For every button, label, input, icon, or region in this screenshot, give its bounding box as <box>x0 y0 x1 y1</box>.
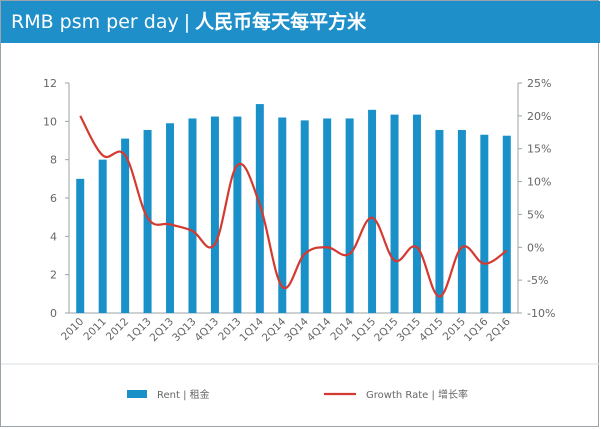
x-tick-label: 3Q15 <box>395 316 424 345</box>
y-right-tick-label: 15% <box>527 143 551 156</box>
x-tick-label: 2011 <box>81 316 108 343</box>
rent-bar <box>368 109 377 313</box>
chart-axes: 0 2 4 6 8 10 12 -10% -5% 0% 5% 10% 15% 20% 25% <box>43 77 555 320</box>
growth-rate-line <box>79 115 508 298</box>
x-tick-label: 1Q13 <box>125 316 154 345</box>
y-left-tick-label: 10 <box>43 115 57 128</box>
y-right-tick-label: 25% <box>527 77 551 90</box>
x-axis-labels: 2010201120121Q132Q133Q134Q1320131Q142Q14… <box>59 315 513 344</box>
rent-bar <box>166 123 175 313</box>
y-left-tick-label: 4 <box>50 230 57 243</box>
x-tick-label: 1Q15 <box>350 316 379 345</box>
x-tick-label: 2Q15 <box>372 316 401 345</box>
x-tick-label: 4Q13 <box>193 316 222 345</box>
rent-bar <box>278 117 287 313</box>
chart-title: RMB psm per day | 人民币每天每平方米 <box>11 10 366 34</box>
rent-bar <box>323 118 332 313</box>
y-right-tick-label: 10% <box>527 176 551 189</box>
x-tick-label: 2010 <box>59 316 86 343</box>
title-chinese: 人民币每天每平方米 <box>195 11 367 33</box>
rent-bar <box>412 114 421 313</box>
y-left-tick-label: 6 <box>50 192 57 205</box>
y-left-tick-label: 12 <box>43 77 57 90</box>
legend-label-rent: Rent | 租金 <box>157 388 210 401</box>
rent-bar <box>255 104 264 313</box>
rent-bar <box>390 114 399 313</box>
x-tick-label: 3Q14 <box>282 315 311 344</box>
y-left-tick-label: 8 <box>50 154 57 167</box>
rent-bar <box>76 178 85 313</box>
x-tick-label: 1Q16 <box>462 315 491 344</box>
y-left-tick-label: 0 <box>50 307 57 320</box>
title-separator: | <box>183 11 191 33</box>
rent-bar <box>480 134 489 313</box>
y-right-tick-label: 20% <box>527 110 551 123</box>
chart-header: RMB psm per day | 人民币每天每平方米 <box>1 1 600 43</box>
rent-bars <box>76 104 511 314</box>
rent-bar <box>210 116 219 314</box>
x-tick-label: 4Q15 <box>417 316 446 345</box>
rent-bar <box>121 138 130 313</box>
legend-swatch-rent <box>127 390 147 398</box>
x-tick-label: 3Q13 <box>170 316 199 345</box>
y-right-tick-label: -10% <box>527 307 555 320</box>
y-right-tick-label: -5% <box>527 274 548 287</box>
rent-bar <box>188 118 197 313</box>
chart-legend: Rent | 租金 Growth Rate | 增长率 <box>127 388 468 401</box>
rent-bar <box>300 120 309 313</box>
y-right-tick-label: 5% <box>527 208 544 221</box>
x-tick-label: 2Q13 <box>148 316 177 345</box>
x-tick-label: 2Q14 <box>260 315 289 344</box>
x-tick-label: 2Q16 <box>484 315 513 344</box>
legend-label-growth: Growth Rate | 增长率 <box>366 388 468 401</box>
y-left-tick-label: 2 <box>50 269 57 282</box>
rent-bar <box>345 118 354 313</box>
title-english: RMB psm per day <box>11 11 179 33</box>
rent-bar <box>435 129 444 313</box>
rent-bar <box>143 129 152 313</box>
rent-bar <box>457 129 466 313</box>
rent-bar <box>502 135 511 313</box>
growth-line <box>79 115 508 298</box>
x-tick-label: 1Q14 <box>237 315 266 344</box>
x-tick-label: 4Q14 <box>305 315 334 344</box>
rent-bar <box>233 116 242 314</box>
y-right-tick-label: 0% <box>527 241 544 254</box>
rent-bar <box>98 159 107 313</box>
